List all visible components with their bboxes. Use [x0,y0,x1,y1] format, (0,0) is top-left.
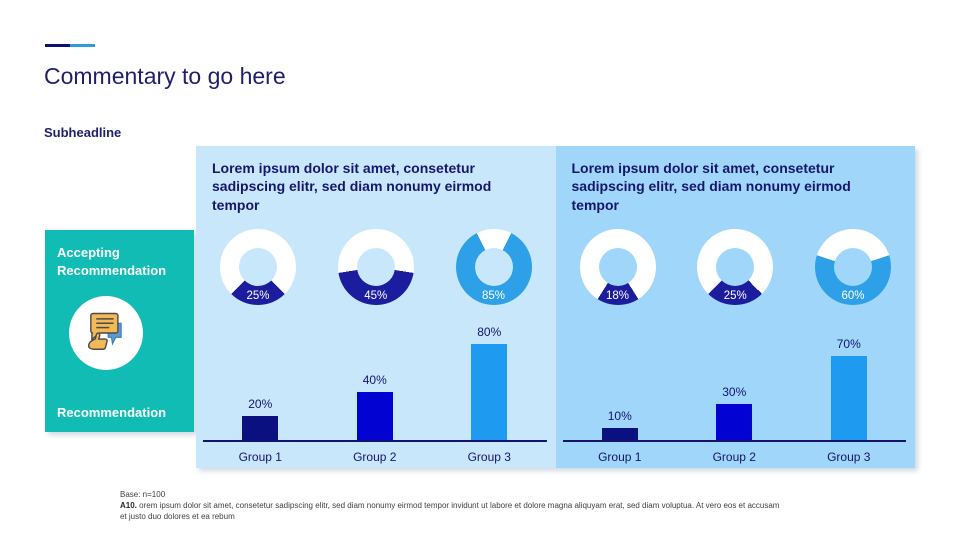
title-accent-bar [45,44,95,47]
subheadline: Subheadline [44,125,122,140]
donut-chart: 45% [337,229,414,306]
bar-category-row: Group 1 Group 2 Group 3 [563,450,907,464]
bar [716,404,753,440]
sidebar-bottom-label: Recommendation [57,405,167,420]
bar-column: 20% [204,397,317,440]
donut-chart-row: 18% 25% 60% [579,229,891,306]
chart-panels: Lorem ipsum dolor sit amet, consetetur s… [196,146,915,468]
donut-chart-row: 25% 45% 85% [220,229,532,306]
panel-heading: Lorem ipsum dolor sit amet, consetetur s… [212,160,492,213]
donut-percentage-label: 25% [246,290,270,303]
donut-chart: 85% [455,229,532,306]
bar-value-label: 40% [362,373,387,387]
question-note-text: orem ipsum dolor sit amet, consetetur sa… [120,501,780,522]
bar-value-label: 80% [477,325,502,339]
question-code: A10. [120,501,137,511]
donut-chart: 25% [697,229,774,306]
recommendation-sidebar: Accepting Recommendation Recommendation [45,230,194,432]
base-note: Base: n=100 [120,490,166,499]
footnote: Base: n=100 A10. orem ipsum dolor sit am… [120,489,780,523]
donut-percentage-label: 25% [723,290,747,303]
bar-category-label: Group 2 [353,450,397,464]
bar-category-label: Group 1 [238,450,282,464]
bar-column: 30% [678,385,791,440]
bar-category-label: Group 1 [598,450,642,464]
icon-circle [69,296,143,371]
bar-value-label: 10% [607,409,632,423]
bar-category-row: Group 1 Group 2 Group 3 [203,450,547,464]
bar [830,356,867,440]
bar [356,392,393,440]
panel-left: Lorem ipsum dolor sit amet, consetetur s… [196,146,556,468]
bar-category-label: Group 3 [467,450,511,464]
bar-value-label: 70% [836,337,861,351]
bar-column: 80% [433,325,546,440]
donut-percentage-label: 45% [364,290,388,303]
donut-percentage-label: 85% [481,290,506,303]
donut-percentage-label: 60% [841,290,865,303]
donut-chart: 25% [220,229,296,306]
question-note: A10. orem ipsum dolor sit amet, consetet… [120,500,780,522]
accent-light-segment [70,44,95,47]
panel-heading: Lorem ipsum dolor sit amet, consetetur s… [571,160,851,213]
bar-chart: 20% 40% 80% [203,318,547,442]
bar-category-label: Group 2 [712,450,756,464]
feedback-thumbs-up-speech-bubble-icon [87,313,122,351]
sidebar-top-label: Accepting Recommendation [57,245,167,279]
bar-chart: 10% 30% 70% [562,318,906,442]
bar-category-label: Group 3 [827,450,871,464]
panel-right: Lorem ipsum dolor sit amet, consetetur s… [555,146,915,468]
bar-value-label: 30% [722,385,747,399]
accent-dark-segment [45,44,70,47]
bar-column: 10% [563,409,676,440]
bar [471,344,508,440]
bar-column: 40% [318,373,431,440]
donut-percentage-label: 18% [605,290,630,303]
bar-column: 70% [792,337,905,440]
page-title: Commentary to go here [44,63,286,89]
bar-value-label: 20% [248,397,273,411]
bar [242,416,279,440]
bar [601,428,638,440]
donut-chart: 18% [579,229,656,306]
donut-chart: 60% [815,229,891,306]
